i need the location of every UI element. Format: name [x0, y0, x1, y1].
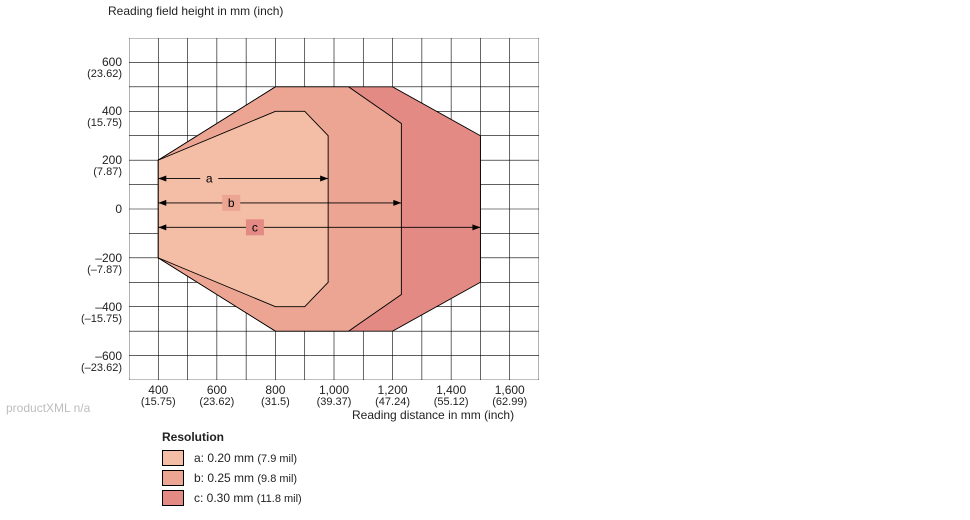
- dim-label-b: b: [228, 196, 235, 210]
- y-tick-label: 600(23.62): [0, 56, 122, 80]
- region-a: [158, 111, 328, 306]
- y-axis-title: Reading field height in mm (inch): [108, 4, 283, 18]
- dim-label-a: a: [206, 171, 213, 185]
- y-tick-label: –600(–23.62): [0, 350, 122, 374]
- footer-watermark: productXML n/a: [6, 401, 90, 415]
- legend-swatch: [162, 450, 184, 466]
- x-axis-title: Reading distance in mm (inch): [352, 408, 514, 422]
- legend-text: b: 0.25 mm (9.8 mil): [194, 471, 297, 485]
- chart-plot: a b c: [129, 38, 539, 380]
- y-tick-label: 400(15.75): [0, 105, 122, 129]
- legend-title: Resolution: [162, 430, 302, 444]
- x-tick-label: 1,200(47.24): [363, 384, 423, 408]
- legend-item-b: b: 0.25 mm (9.8 mil): [162, 470, 302, 486]
- x-tick-label: 1,400(55.12): [421, 384, 481, 408]
- legend-item-a: a: 0.20 mm (7.9 mil): [162, 450, 302, 466]
- x-tick-label: 400(15.75): [128, 384, 188, 408]
- dim-label-c: c: [252, 220, 258, 234]
- y-tick-label: 200(7.87): [0, 154, 122, 178]
- x-tick-label: 1,600(62.99): [480, 384, 540, 408]
- x-tick-label: 600(23.62): [187, 384, 247, 408]
- y-tick-label: –400(–15.75): [0, 301, 122, 325]
- y-tick-label: –200(–7.87): [0, 252, 122, 276]
- x-tick-label: 1,000(39.37): [304, 384, 364, 408]
- legend-swatch: [162, 490, 184, 506]
- legend: Resolution a: 0.20 mm (7.9 mil) b: 0.25 m…: [162, 430, 302, 510]
- legend-swatch: [162, 470, 184, 486]
- legend-text: a: 0.20 mm (7.9 mil): [194, 451, 297, 465]
- y-tick-label: 0: [0, 203, 122, 215]
- legend-item-c: c: 0.30 mm (11.8 mil): [162, 490, 302, 506]
- x-tick-label: 800(31.5): [245, 384, 305, 408]
- legend-text: c: 0.30 mm (11.8 mil): [194, 491, 302, 505]
